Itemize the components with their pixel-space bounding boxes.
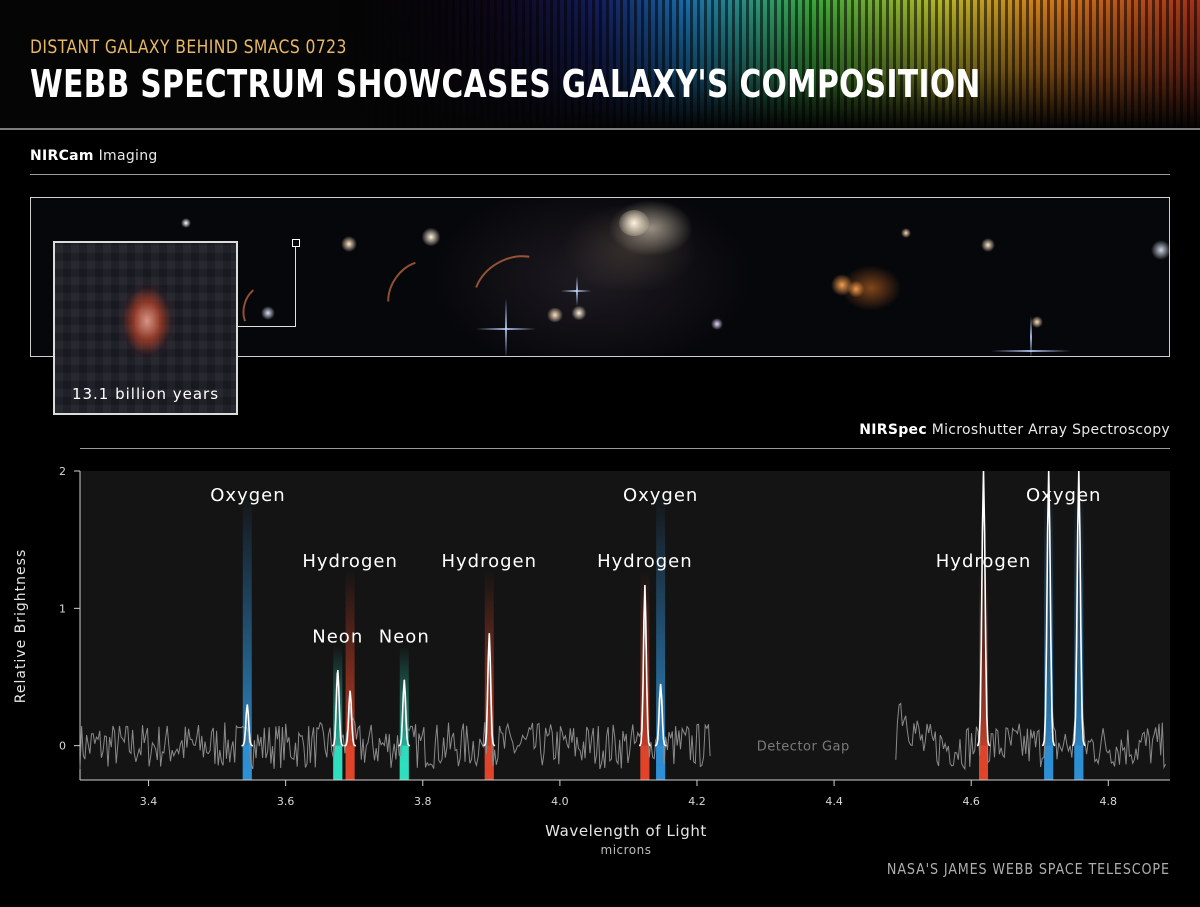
detector-gap-label: Detector Gap xyxy=(757,740,850,755)
header-fade xyxy=(0,0,760,128)
galaxy xyxy=(831,274,853,296)
kicker-title: DISTANT GALAXY BEHIND SMACS 0723 xyxy=(30,36,347,58)
galaxy xyxy=(1151,240,1169,260)
galaxy xyxy=(181,218,191,228)
galaxy xyxy=(619,210,649,236)
header-divider xyxy=(0,128,1200,130)
emission-band-hydrogen xyxy=(979,569,989,780)
emission-band-hydrogen xyxy=(484,569,494,780)
emission-band-base-oxygen xyxy=(656,745,666,780)
nirspec-section-label: NIRSpec Microshutter Array Spectroscopy xyxy=(859,422,1170,438)
emission-band-oxygen xyxy=(1074,491,1084,780)
y-tick-label: 1 xyxy=(59,602,66,615)
emission-peak-oxygen xyxy=(1071,470,1086,747)
emission-band-neon xyxy=(399,645,409,780)
x-tick-label: 4.4 xyxy=(825,795,843,808)
emission-peak-oxygen xyxy=(241,704,254,747)
emission-band-oxygen xyxy=(1044,491,1054,780)
x-tick-label: 3.4 xyxy=(140,795,158,808)
x-tick-label: 3.8 xyxy=(414,795,432,808)
galaxy xyxy=(571,306,587,320)
galaxy xyxy=(711,318,723,330)
emission-band-base-neon xyxy=(399,745,409,780)
emission-peak-hydrogen xyxy=(638,584,651,747)
galaxy xyxy=(546,308,564,322)
y-tick-label: 2 xyxy=(59,465,66,478)
x-tick-label: 4.6 xyxy=(962,795,980,808)
y-axis-label: Relative Brightness xyxy=(13,548,29,704)
element-label-neon: Neon xyxy=(379,627,430,648)
emission-peak-hydrogen xyxy=(344,690,356,747)
y-tick-label: 0 xyxy=(59,740,66,753)
emission-band-base-oxygen xyxy=(1044,745,1054,780)
star-flare xyxy=(1030,316,1032,356)
emission-band-base-hydrogen xyxy=(345,745,355,780)
galaxy-age-label: 13.1 billion years xyxy=(71,385,220,403)
galaxy xyxy=(981,238,995,252)
nircam-label-rest: Imaging xyxy=(93,148,158,164)
emission-band-oxygen xyxy=(656,491,666,780)
element-label-oxygen: Oxygen xyxy=(1026,485,1101,506)
element-label-hydrogen: Hydrogen xyxy=(302,551,398,572)
emission-peak-neon xyxy=(331,670,344,747)
spectrum-trace-right xyxy=(895,470,1167,771)
target-marker xyxy=(292,239,300,247)
galaxy xyxy=(421,228,441,246)
galaxy xyxy=(341,236,357,252)
element-label-hydrogen: Hydrogen xyxy=(936,551,1032,572)
spectrum-trace-left xyxy=(79,616,711,770)
galaxy xyxy=(848,280,864,298)
emission-peak-oxygen xyxy=(654,683,667,747)
x-axis-unit: microns xyxy=(600,843,652,857)
x-tick-label: 4.2 xyxy=(688,795,706,808)
x-tick-label: 3.6 xyxy=(277,795,295,808)
emission-peak-oxygen xyxy=(1041,470,1056,747)
x-tick-label: 4.8 xyxy=(1100,795,1118,808)
header-banner: DISTANT GALAXY BEHIND SMACS 0723 WEBB SP… xyxy=(0,0,1200,128)
emission-peak-hydrogen xyxy=(976,470,991,747)
emission-band-base-hydrogen xyxy=(640,745,650,780)
star-flare xyxy=(505,298,507,356)
credit-text: NASA'S JAMES WEBB SPACE TELESCOPE xyxy=(887,860,1170,878)
nirspec-label-rest: Microshutter Array Spectroscopy xyxy=(926,422,1170,438)
emission-band-neon xyxy=(333,645,343,780)
nircam-label-bold: NIRCam xyxy=(30,148,94,164)
emission-band-oxygen xyxy=(242,491,252,780)
element-label-oxygen: Oxygen xyxy=(210,485,285,506)
emission-band-base-oxygen xyxy=(242,745,252,780)
plot-area xyxy=(80,471,1170,780)
emission-band-hydrogen xyxy=(640,569,650,780)
galaxy-zoom-inset: 13.1 billion years xyxy=(53,241,238,415)
element-label-neon: Neon xyxy=(312,627,363,648)
galaxy xyxy=(1031,316,1043,328)
nircam-divider xyxy=(30,174,1170,175)
emission-peak-neon xyxy=(398,679,411,747)
galaxy xyxy=(261,306,275,320)
element-label-hydrogen: Hydrogen xyxy=(597,551,693,572)
emission-band-base-oxygen xyxy=(1074,745,1084,780)
emission-peak-hydrogen xyxy=(483,633,496,747)
emission-band-base-hydrogen xyxy=(484,745,494,780)
x-tick-label: 4.0 xyxy=(551,795,569,808)
callout-line-vertical xyxy=(295,246,296,327)
emission-band-base-hydrogen xyxy=(979,745,989,780)
callout-line-horizontal xyxy=(238,326,296,327)
x-axis-label: Wavelength of Light xyxy=(545,822,707,840)
emission-band-hydrogen xyxy=(345,569,355,780)
galaxy xyxy=(901,228,911,238)
element-label-oxygen: Oxygen xyxy=(623,485,698,506)
star-flare xyxy=(576,276,578,306)
element-label-hydrogen: Hydrogen xyxy=(441,551,537,572)
nircam-section-label: NIRCam Imaging xyxy=(30,148,158,164)
emission-band-base-neon xyxy=(333,745,343,780)
page-title: WEBB SPECTRUM SHOWCASES GALAXY'S COMPOSI… xyxy=(30,62,981,106)
nirspec-divider xyxy=(80,448,1170,449)
nirspec-label-bold: NIRSpec xyxy=(859,422,927,438)
